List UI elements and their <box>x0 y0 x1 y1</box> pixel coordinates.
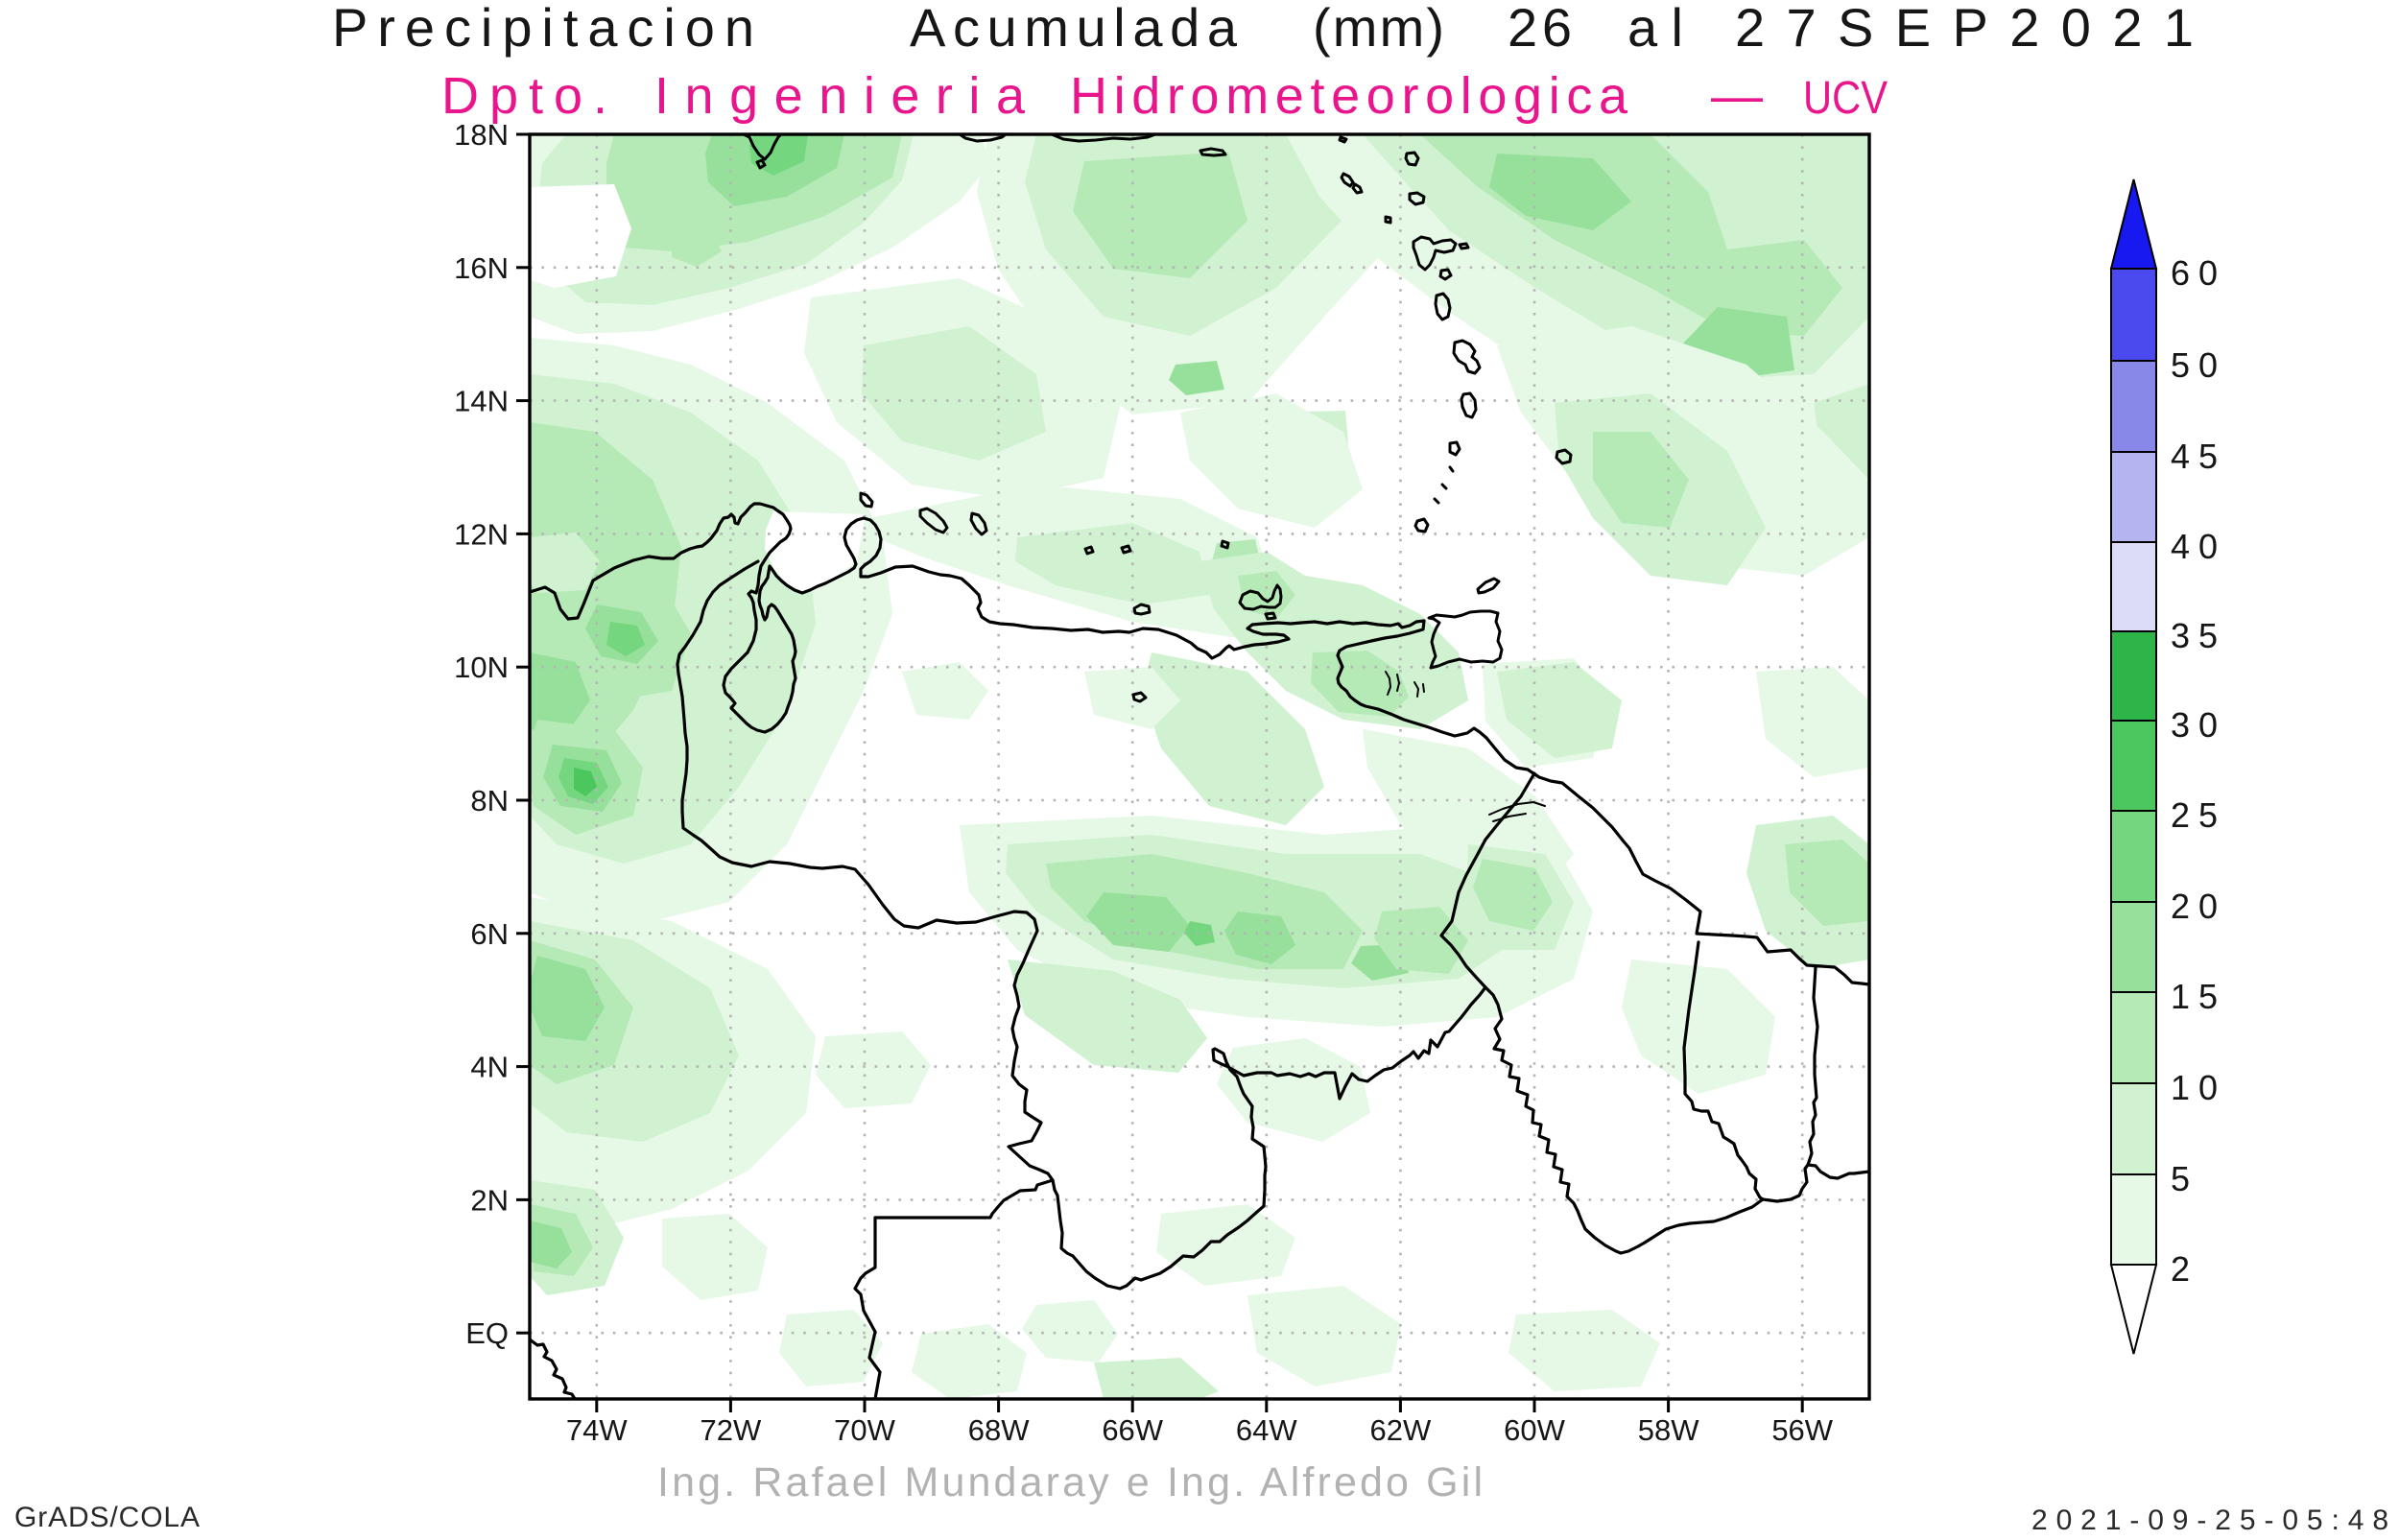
svg-text:72W: 72W <box>701 1413 762 1447</box>
svg-text:56W: 56W <box>1771 1413 1833 1447</box>
svg-text:14N: 14N <box>454 385 509 418</box>
svg-text:GrADS/COLA: GrADS/COLA <box>14 1502 200 1533</box>
svg-text:27SEP2021: 27SEP2021 <box>1735 0 2194 58</box>
svg-text:18N: 18N <box>454 118 509 152</box>
svg-text:16N: 16N <box>454 251 509 285</box>
svg-text:UCV: UCV <box>1803 73 1888 124</box>
svg-text:10N: 10N <box>454 651 509 684</box>
svg-text:58W: 58W <box>1638 1413 1699 1447</box>
svg-text:66W: 66W <box>1102 1413 1163 1447</box>
svg-text:—: — <box>1711 67 1763 125</box>
svg-text:68W: 68W <box>968 1413 1030 1447</box>
svg-text:4N: 4N <box>470 1051 509 1084</box>
svg-text:2: 2 <box>2171 1249 2190 1289</box>
svg-text:70W: 70W <box>834 1413 895 1447</box>
svg-text:2N: 2N <box>470 1183 509 1217</box>
svg-text:EQ: EQ <box>465 1316 509 1350</box>
svg-text:12N: 12N <box>454 517 509 551</box>
svg-text:6N: 6N <box>470 917 509 951</box>
svg-text:60W: 60W <box>1504 1413 1565 1447</box>
svg-text:5: 5 <box>2171 1159 2190 1198</box>
svg-text:64W: 64W <box>1236 1413 1297 1447</box>
svg-text:8N: 8N <box>470 784 509 817</box>
svg-text:62W: 62W <box>1370 1413 1432 1447</box>
svg-text:Ingenieria: Ingenieria <box>654 67 1026 125</box>
svg-text:al: al <box>1627 0 1683 58</box>
svg-text:Ing. Rafael Mundaray e Ing. Al: Ing. Rafael Mundaray e Ing. Alfredo Gil <box>657 1459 1483 1505</box>
svg-text:74W: 74W <box>566 1413 628 1447</box>
